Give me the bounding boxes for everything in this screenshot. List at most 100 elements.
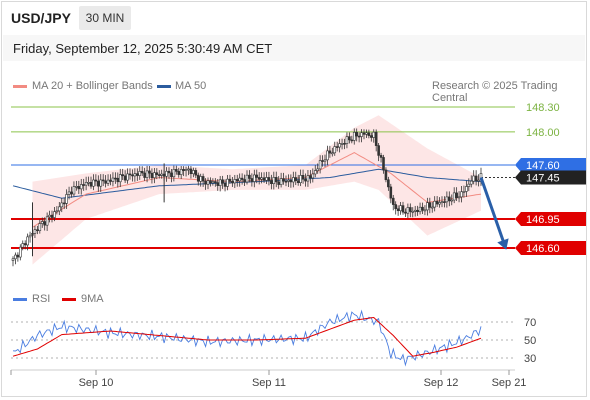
datetime-label: Friday, September 12, 2025 5:30:49 AM CE… (13, 41, 273, 56)
candle-body (214, 181, 217, 183)
candle-body (97, 180, 100, 187)
candle (370, 132, 373, 142)
candle-body (379, 155, 383, 158)
candle-body (109, 179, 112, 182)
candle (448, 191, 451, 207)
candle-body (321, 160, 324, 162)
candle (350, 135, 354, 144)
ma20-legend-label: MA 20 + Bollinger Bands (32, 80, 153, 92)
candle (377, 142, 380, 162)
candle-body (452, 192, 456, 201)
candle (360, 129, 363, 143)
candle (216, 178, 220, 191)
candle-body (413, 209, 417, 212)
candle (184, 166, 188, 177)
candle-body (460, 191, 463, 198)
candle (367, 129, 371, 139)
candle (323, 154, 327, 167)
candle (435, 196, 439, 208)
candle-body (316, 168, 319, 171)
candle (228, 174, 232, 184)
candle (421, 202, 424, 214)
candle (92, 174, 95, 191)
candle-body (201, 176, 205, 182)
candle-body (231, 181, 234, 184)
candle (50, 210, 54, 223)
candle (316, 163, 319, 174)
candle (362, 129, 366, 140)
candle (199, 173, 202, 187)
candle-body (343, 143, 346, 145)
x-tick-label: Sep 12 (424, 377, 459, 389)
candle (462, 185, 466, 198)
price-tag-support-146.60 (515, 241, 586, 255)
candle-body (396, 208, 400, 212)
candle (131, 169, 134, 182)
price-tag-last-147.45 (515, 170, 586, 185)
candle-body (348, 136, 351, 141)
candle (97, 175, 100, 192)
candle (440, 196, 444, 208)
candle (321, 155, 324, 167)
candle-body (226, 178, 229, 187)
candle (189, 166, 193, 179)
candle-body (382, 157, 385, 171)
candle-body (62, 202, 66, 205)
candle-body (228, 178, 232, 182)
candle-body (299, 175, 302, 183)
timeframe-button[interactable]: 30 MIN (79, 6, 131, 30)
candle (11, 256, 15, 267)
x-tick-label: Sep 11 (252, 377, 286, 389)
candle-body (323, 159, 327, 162)
candle (467, 178, 471, 192)
candle-body (218, 179, 222, 186)
candle-body (440, 201, 444, 203)
candle-body (38, 223, 42, 231)
candle-body (357, 135, 361, 138)
candle (75, 180, 78, 191)
ma50-legend-label: MA 50 (175, 80, 207, 92)
candle (284, 175, 288, 187)
candle-body (279, 178, 283, 185)
candle (243, 174, 246, 186)
candle-body (172, 169, 176, 178)
candle (106, 174, 110, 186)
candle (177, 167, 181, 178)
candle (255, 169, 259, 184)
candle (116, 172, 120, 188)
candle-body (448, 196, 451, 202)
candle (270, 174, 273, 190)
candle-body (104, 180, 107, 184)
candle-body (270, 180, 273, 184)
candle-body (28, 234, 32, 238)
credit-label: Research © 2025 Trading Central (432, 80, 558, 104)
candle-body (394, 204, 397, 210)
rsi-legend-swatch (13, 298, 27, 301)
candle (277, 176, 280, 189)
candle-body (170, 172, 173, 178)
candle (65, 189, 68, 209)
candle (94, 174, 98, 187)
candle (357, 132, 361, 143)
candle-body (126, 173, 129, 181)
candle (445, 191, 449, 208)
candle-body (165, 170, 168, 177)
candle-body (84, 182, 88, 186)
candle (28, 231, 32, 243)
candle-body (418, 206, 422, 213)
candle-body (277, 181, 280, 185)
candle (296, 174, 300, 186)
x-tick-label: Sep 21 (492, 377, 527, 389)
candle (153, 168, 156, 184)
candle-body (111, 177, 115, 182)
candle (253, 169, 256, 188)
candle-body (182, 169, 185, 171)
candle-body (40, 221, 44, 224)
candle-body (238, 177, 241, 182)
candle-body (262, 177, 266, 181)
candle (343, 138, 346, 150)
price-tag-support-146.95 (515, 211, 586, 226)
candle (318, 155, 322, 174)
candle-body (389, 186, 393, 199)
candle-body (450, 199, 454, 202)
